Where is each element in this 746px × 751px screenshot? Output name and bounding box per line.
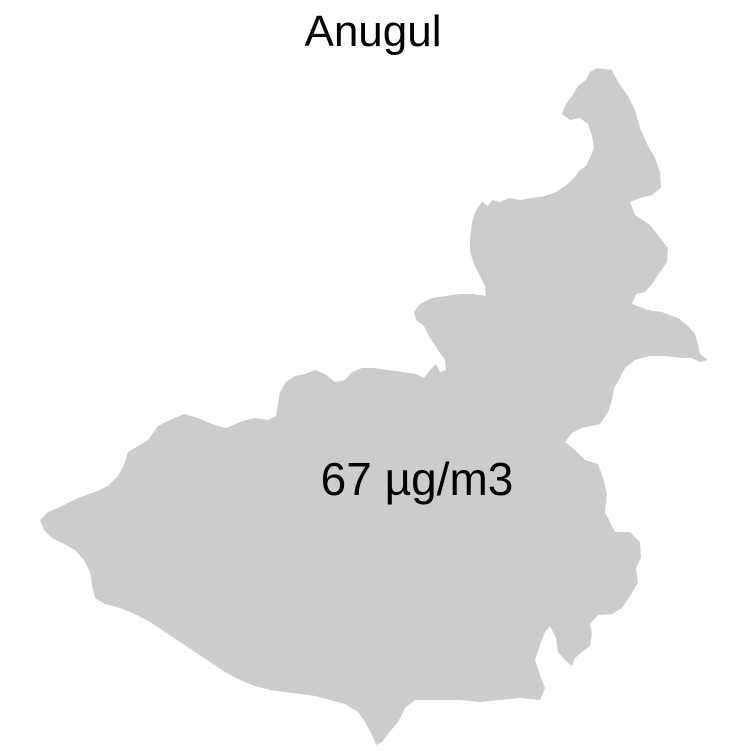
pollution-value-label: 67 µg/m3 bbox=[321, 453, 514, 505]
district-boundary-shape bbox=[40, 68, 708, 745]
district-title: Anugul bbox=[304, 7, 441, 56]
